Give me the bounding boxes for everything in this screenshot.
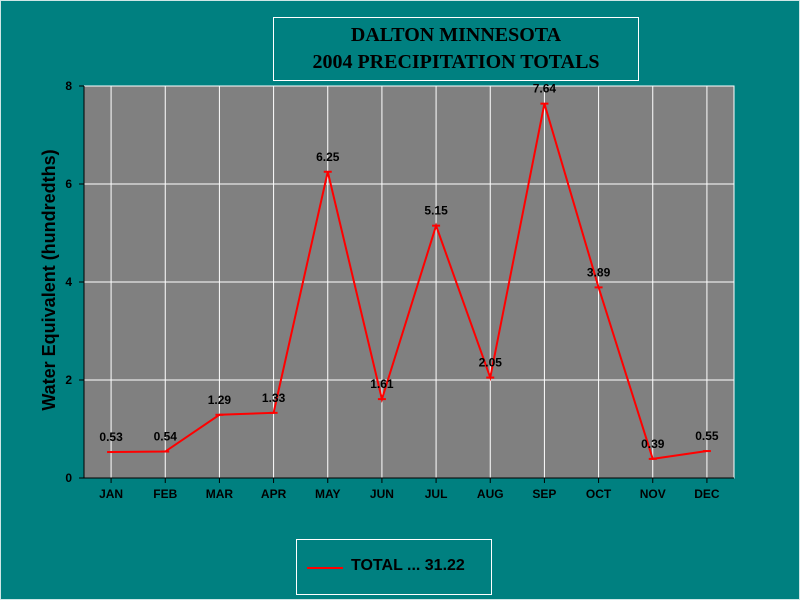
y-axis-title: Water Equivalent (hundredths): [39, 149, 59, 410]
data-label-jul: 5.15: [424, 204, 448, 218]
x-tick-label-jun: JUN: [370, 487, 394, 501]
data-label-sep: 7.64: [533, 82, 557, 96]
x-tick-label-dec: DEC: [694, 487, 720, 501]
x-tick-label-apr: APR: [261, 487, 287, 501]
x-tick-label-jul: JUL: [425, 487, 448, 501]
x-tick-label-feb: FEB: [153, 487, 177, 501]
series-line-total: [111, 103, 708, 461]
y-tick-label: 2: [65, 373, 72, 387]
data-label-dec: 0.55: [695, 429, 719, 443]
data-label-apr: 1.33: [262, 391, 286, 405]
x-tick-label-mar: MAR: [206, 487, 234, 501]
data-label-mar: 1.29: [208, 393, 232, 407]
x-tick-label-jan: JAN: [99, 487, 123, 501]
x-tick-label-nov: NOV: [640, 487, 666, 501]
data-label-feb: 0.54: [154, 430, 178, 444]
y-tick-label: 8: [65, 79, 72, 93]
chart-title-box: DALTON MINNESOTA 2004 PRECIPITATION TOTA…: [273, 17, 639, 81]
x-tick-label-oct: OCT: [586, 487, 612, 501]
y-tick-label: 6: [65, 177, 72, 191]
y-tick-label: 0: [65, 471, 72, 485]
legend-swatch-line: [307, 567, 343, 569]
data-label-aug: 2.05: [479, 356, 503, 370]
data-label-jun: 1.61: [370, 377, 394, 391]
chart-title-line-1: DALTON MINNESOTA: [350, 24, 562, 46]
x-tick-label-aug: AUG: [477, 487, 504, 501]
legend-label: TOTAL ... 31.22: [351, 557, 465, 574]
chart-title-line-2: 2004 PRECIPITATION TOTALS: [312, 51, 600, 73]
data-label-oct: 3.89: [587, 265, 611, 279]
legend: TOTAL ... 31.22: [296, 539, 492, 595]
y-tick-label: 4: [65, 275, 72, 289]
data-label-nov: 0.39: [641, 437, 665, 451]
data-label-jan: 0.53: [99, 430, 123, 444]
x-tick-label-may: MAY: [315, 487, 341, 501]
data-label-may: 6.25: [316, 150, 340, 164]
x-tick-label-sep: SEP: [532, 487, 556, 501]
